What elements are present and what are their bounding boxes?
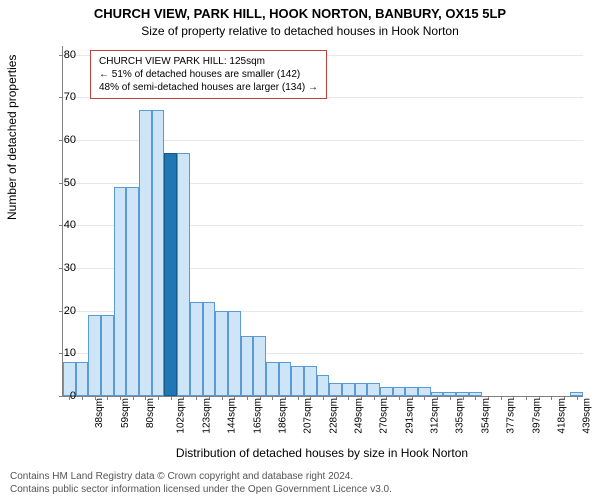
xtick-mark [526, 396, 527, 400]
xtick-label: 207sqm [303, 398, 314, 434]
x-axis-label: Distribution of detached houses by size … [62, 446, 582, 460]
xtick-mark [107, 396, 108, 400]
xtick-mark [158, 396, 159, 400]
xtick-mark [475, 396, 476, 400]
xtick-label: 80sqm [145, 398, 156, 428]
bar [266, 362, 279, 396]
bar [304, 366, 317, 396]
xtick-label: 123sqm [201, 398, 212, 434]
ytick-mark [59, 311, 63, 312]
xtick-mark [272, 396, 273, 400]
xtick-label: 186sqm [277, 398, 288, 434]
bar [253, 336, 266, 396]
xtick-mark [133, 396, 134, 400]
xtick-label: 102sqm [176, 398, 187, 434]
bar [329, 383, 342, 396]
y-axis-label: Number of detached properties [5, 55, 19, 220]
bar [88, 315, 101, 396]
xtick-label: 249sqm [354, 398, 365, 434]
ytick-mark [59, 353, 63, 354]
ytick-label: 20 [64, 305, 76, 317]
bar [228, 311, 241, 396]
xtick-label: 38sqm [94, 398, 105, 428]
bar [317, 375, 330, 396]
chart-subtitle: Size of property relative to detached ho… [0, 24, 600, 38]
xtick-label: 377sqm [506, 398, 517, 434]
footer-attribution: Contains HM Land Registry data © Crown c… [10, 470, 392, 496]
ytick-mark [59, 225, 63, 226]
bar [342, 383, 355, 396]
xtick-mark [374, 396, 375, 400]
xtick-mark [501, 396, 502, 400]
ytick-label: 50 [64, 177, 76, 189]
annotation-line-2: ← 51% of detached houses are smaller (14… [99, 68, 318, 81]
xtick-label: 354sqm [480, 398, 491, 434]
xtick-mark [247, 396, 248, 400]
annotation-box: CHURCH VIEW PARK HILL: 125sqm ← 51% of d… [90, 50, 327, 99]
bar [203, 302, 216, 396]
bar [279, 362, 292, 396]
xtick-label: 144sqm [227, 398, 238, 434]
ytick-label: 40 [64, 219, 76, 231]
bar [241, 336, 254, 396]
bar [418, 387, 431, 396]
ytick-label: 10 [64, 347, 76, 359]
xtick-mark [399, 396, 400, 400]
ytick-mark [59, 396, 63, 397]
ytick-label: 0 [70, 390, 76, 402]
xtick-label: 165sqm [252, 398, 263, 434]
bar [215, 311, 228, 396]
bar [76, 362, 89, 396]
ytick-mark [59, 183, 63, 184]
xtick-label: 291sqm [404, 398, 415, 434]
bar [177, 153, 190, 396]
xtick-label: 270sqm [379, 398, 390, 434]
bar [126, 187, 139, 396]
annotation-line-3: 48% of semi-detached houses are larger (… [99, 81, 318, 94]
bar [405, 387, 418, 396]
xtick-label: 439sqm [582, 398, 593, 434]
xtick-mark [196, 396, 197, 400]
xtick-mark [222, 396, 223, 400]
ytick-label: 60 [64, 134, 76, 146]
bar [367, 383, 380, 396]
bar [101, 315, 114, 396]
bar [139, 110, 152, 396]
bar [291, 366, 304, 396]
xtick-mark [323, 396, 324, 400]
bar [152, 110, 165, 396]
ytick-label: 70 [64, 91, 76, 103]
xtick-label: 397sqm [531, 398, 542, 434]
bar [393, 387, 406, 396]
ytick-mark [59, 140, 63, 141]
annotation-line-1: CHURCH VIEW PARK HILL: 125sqm [99, 55, 318, 68]
xtick-label: 335sqm [455, 398, 466, 434]
xtick-mark [424, 396, 425, 400]
xtick-mark [577, 396, 578, 400]
bar [190, 302, 203, 396]
ytick-mark [59, 268, 63, 269]
xtick-label: 418sqm [557, 398, 568, 434]
bar [355, 383, 368, 396]
bar-highlight [164, 153, 177, 396]
xtick-mark [298, 396, 299, 400]
footer-line-1: Contains HM Land Registry data © Crown c… [10, 470, 392, 483]
xtick-label: 312sqm [430, 398, 441, 434]
bar [380, 387, 393, 396]
xtick-mark [450, 396, 451, 400]
ytick-label: 30 [64, 262, 76, 274]
bar [114, 187, 127, 396]
footer-line-2: Contains public sector information licen… [10, 483, 392, 496]
ytick-mark [59, 97, 63, 98]
xtick-mark [348, 396, 349, 400]
xtick-mark [82, 396, 83, 400]
ytick-mark [59, 55, 63, 56]
chart-title: CHURCH VIEW, PARK HILL, HOOK NORTON, BAN… [0, 6, 600, 21]
xtick-mark [171, 396, 172, 400]
ytick-label: 80 [64, 49, 76, 61]
xtick-label: 59sqm [120, 398, 131, 428]
xtick-label: 228sqm [328, 398, 339, 434]
xtick-mark [551, 396, 552, 400]
